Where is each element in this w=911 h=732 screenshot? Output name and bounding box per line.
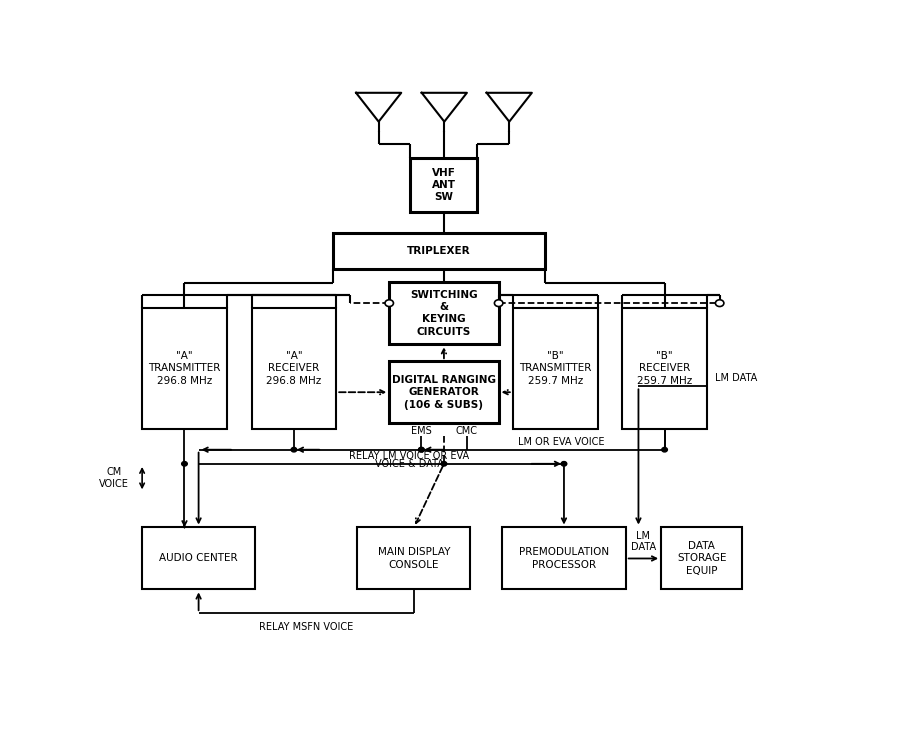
Circle shape xyxy=(292,447,297,452)
Text: LM DATA: LM DATA xyxy=(715,373,758,383)
FancyBboxPatch shape xyxy=(142,528,255,589)
Text: AUDIO CENTER: AUDIO CENTER xyxy=(159,553,238,564)
Text: RELAY MSFN VOICE: RELAY MSFN VOICE xyxy=(259,621,353,632)
Text: CMC: CMC xyxy=(456,426,477,436)
Text: "B"
TRANSMITTER
259.7 MHz: "B" TRANSMITTER 259.7 MHz xyxy=(519,351,591,386)
Text: VOICE & DATA: VOICE & DATA xyxy=(375,460,444,469)
Circle shape xyxy=(181,462,188,466)
FancyBboxPatch shape xyxy=(333,233,545,269)
Text: TRIPLEXER: TRIPLEXER xyxy=(407,246,470,256)
Circle shape xyxy=(495,300,503,307)
Circle shape xyxy=(715,300,724,307)
Text: CM
VOICE: CM VOICE xyxy=(99,467,128,489)
FancyBboxPatch shape xyxy=(622,307,707,429)
Text: VHF
ANT
SW: VHF ANT SW xyxy=(432,168,456,203)
Circle shape xyxy=(418,447,425,452)
FancyBboxPatch shape xyxy=(389,283,498,344)
Text: RELAY LM VOICE OR EVA: RELAY LM VOICE OR EVA xyxy=(350,451,469,461)
FancyBboxPatch shape xyxy=(357,528,470,589)
Text: DATA
STORAGE
EQUIP: DATA STORAGE EQUIP xyxy=(677,541,726,576)
FancyBboxPatch shape xyxy=(661,528,742,589)
Text: "A"
TRANSMITTER
296.8 MHz: "A" TRANSMITTER 296.8 MHz xyxy=(148,351,220,386)
Text: PREMODULATION
PROCESSOR: PREMODULATION PROCESSOR xyxy=(519,548,609,569)
Circle shape xyxy=(441,462,446,466)
FancyBboxPatch shape xyxy=(142,307,227,429)
Circle shape xyxy=(661,447,668,452)
Text: EMS: EMS xyxy=(411,426,432,436)
Circle shape xyxy=(418,447,425,452)
Text: "A"
RECEIVER
296.8 MHz: "A" RECEIVER 296.8 MHz xyxy=(266,351,322,386)
Text: LM OR EVA VOICE: LM OR EVA VOICE xyxy=(518,437,605,447)
FancyBboxPatch shape xyxy=(410,158,477,212)
Circle shape xyxy=(561,462,567,466)
FancyBboxPatch shape xyxy=(389,361,498,423)
Text: "B"
RECEIVER
259.7 MHz: "B" RECEIVER 259.7 MHz xyxy=(637,351,692,386)
Text: SWITCHING
&
KEYING
CIRCUITS: SWITCHING & KEYING CIRCUITS xyxy=(410,290,477,337)
Text: DIGITAL RANGING
GENERATOR
(106 & SUBS): DIGITAL RANGING GENERATOR (106 & SUBS) xyxy=(392,375,496,410)
Text: LM
DATA: LM DATA xyxy=(630,531,656,553)
Text: MAIN DISPLAY
CONSOLE: MAIN DISPLAY CONSOLE xyxy=(378,548,450,569)
Circle shape xyxy=(385,300,394,307)
FancyBboxPatch shape xyxy=(251,307,336,429)
FancyBboxPatch shape xyxy=(502,528,626,589)
FancyBboxPatch shape xyxy=(513,307,598,429)
